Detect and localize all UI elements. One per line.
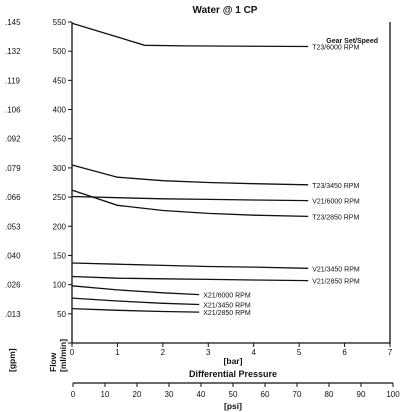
x-psi-tick-label: 40 xyxy=(197,390,206,399)
x-bar-tick-label: 6 xyxy=(342,348,347,357)
y-tick-label-gpm: .053 xyxy=(5,222,21,231)
y-tick-label-mlmin: 250 xyxy=(53,193,67,202)
x-psi-tick-label: 30 xyxy=(165,390,174,399)
series-line xyxy=(71,22,309,48)
y-tick-label-gpm: .119 xyxy=(5,76,21,85)
y-label-gpm: [gpm] xyxy=(7,348,17,372)
x-psi-tick-label: 20 xyxy=(133,390,142,399)
x-bar-tick-label: 0 xyxy=(70,348,75,357)
y-tick-label-gpm: .040 xyxy=(5,251,21,260)
y-tick-label-gpm: .092 xyxy=(5,135,21,144)
x-bar-tick-label: 2 xyxy=(161,348,166,357)
legend-title: Gear Set/Speed xyxy=(326,38,378,45)
series-line xyxy=(71,307,200,313)
x-psi-tick-label: 60 xyxy=(261,390,270,399)
x-psi-tick-label: 50 xyxy=(229,390,238,399)
y-tick-label-gpm: .145 xyxy=(5,18,21,27)
y-tick-label-gpm: .106 xyxy=(5,106,21,115)
plot-frame xyxy=(71,22,391,344)
x-psi-tick-label: 0 xyxy=(71,390,76,399)
series-label: X21/3450 RPM xyxy=(203,302,251,309)
series-line xyxy=(71,275,309,282)
series-line xyxy=(71,195,309,202)
series-line xyxy=(71,262,309,269)
series-label: V21/3450 RPM xyxy=(312,266,360,273)
y-tick-label-mlmin: 100 xyxy=(53,281,67,290)
series-label: T23/3450 RPM xyxy=(312,183,359,190)
series-label: X21/6000 RPM xyxy=(203,293,251,300)
y-tick-label-mlmin: 400 xyxy=(53,106,67,115)
y-tick-label-mlmin: 200 xyxy=(53,222,67,231)
y-tick-label-mlmin: 300 xyxy=(53,164,67,173)
y-tick-label-gpm: .026 xyxy=(5,281,21,290)
x-bar-tick-label: 1 xyxy=(115,348,120,357)
series-label: X21/2850 RPM xyxy=(203,310,251,317)
series-line xyxy=(71,285,200,296)
y-tick-label-mlmin: 450 xyxy=(53,76,67,85)
x-bar-tick-label: 5 xyxy=(297,348,302,357)
y-label-mlmin: [ml/min] xyxy=(58,339,68,372)
y-tick-label-mlmin: 350 xyxy=(53,135,67,144)
x-psi-tick-label: 70 xyxy=(293,390,302,399)
y-tick-label-gpm: .066 xyxy=(5,193,21,202)
series-label: V21/6000 RPM xyxy=(312,199,360,206)
x-unit-psi: [psi] xyxy=(224,401,242,411)
y-tick-label-mlmin: 550 xyxy=(53,18,67,27)
y-tick-label-mlmin: 50 xyxy=(57,310,66,319)
chart-title: Water @ 1 CP xyxy=(193,5,258,16)
x-bar-tick-label: 7 xyxy=(388,348,393,357)
series-label: T23/6000 RPM xyxy=(312,45,359,52)
series-line xyxy=(71,164,309,186)
series-label: T23/2850 RPM xyxy=(312,214,359,221)
y-tick-label-mlmin: 500 xyxy=(53,47,67,56)
x-psi-tick-label: 10 xyxy=(101,390,110,399)
y-tick-label-mlmin: 150 xyxy=(53,251,67,260)
x-unit-bar: [bar] xyxy=(224,356,243,366)
y-tick-label-gpm: .079 xyxy=(5,164,21,173)
x-bar-tick-label: 4 xyxy=(251,348,256,357)
y-tick-label-gpm: .013 xyxy=(5,310,21,319)
y-label-flow: Flow xyxy=(48,352,58,372)
x-psi-tick-label: 80 xyxy=(325,390,334,399)
series-line xyxy=(71,297,200,306)
series-line xyxy=(71,189,309,218)
x-label: Differential Pressure xyxy=(189,369,277,379)
x-psi-tick-label: 100 xyxy=(386,390,400,399)
x-psi-tick-label: 90 xyxy=(357,390,366,399)
x-bar-tick-label: 3 xyxy=(206,348,211,357)
series-label: V21/2850 RPM xyxy=(312,279,360,286)
y-tick-label-gpm: .132 xyxy=(5,47,21,56)
